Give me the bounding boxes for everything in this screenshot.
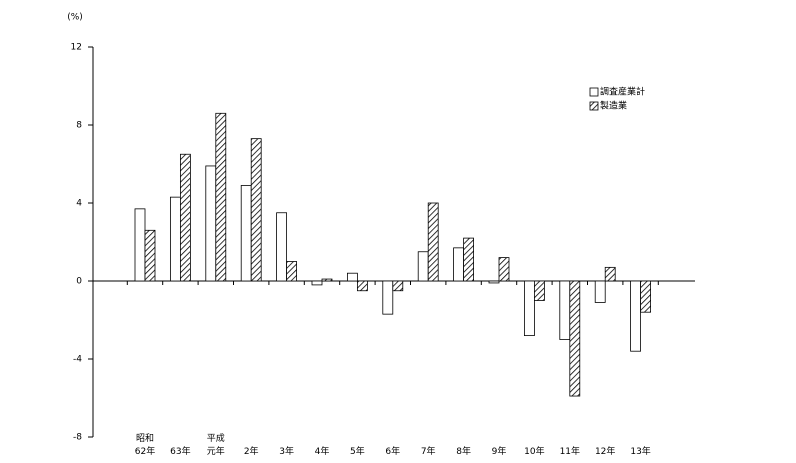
bar [559,280,571,340]
bar [630,280,641,352]
bar [134,208,146,282]
x-tick-label: 6年 [385,447,401,457]
legend-label: 製造業 [600,100,627,112]
y-tick-label: -4 [73,355,82,365]
y-tick-label: 12 [71,43,82,53]
bar [356,280,368,292]
x-tick-label: 3年 [279,447,294,457]
bar [311,280,323,286]
bar [286,261,298,282]
x-tick-label: 5年 [350,447,365,457]
legend-label: 調査産業計 [600,86,645,98]
bar [427,202,439,282]
y-tick-label: -8 [73,433,82,443]
x-tick-label: 10年 [524,447,545,457]
x-tick-label: 4年 [314,447,330,457]
bar [569,280,581,397]
bar [594,280,606,303]
bar [463,237,475,282]
y-tick-label: 4 [76,199,82,209]
y-tick-label: 8 [76,121,82,131]
bar [179,153,191,282]
bar [382,280,394,315]
x-tick-label: 11年 [559,447,581,457]
x-tick-label: 9年 [491,447,507,457]
x-tick-label: 13年 [630,447,651,457]
x-tick-label: 平成 元年 [206,434,225,457]
bar [453,247,465,282]
x-tick-label: 昭和 62年 [134,434,156,457]
bar [205,165,217,282]
bar [392,280,404,292]
bar [498,257,510,282]
bar [144,229,156,282]
bar [250,138,262,282]
bar [524,280,535,336]
x-tick-label: 63年 [170,447,191,457]
bar [321,278,333,282]
x-tick-label: 7年 [420,447,436,457]
x-tick-label: 12年 [594,447,616,457]
bar [169,196,181,282]
bar [604,266,616,282]
bar [640,280,651,313]
legend-swatch [589,101,599,111]
legend-swatch [589,87,599,97]
bar [534,280,545,301]
x-tick-label: 2年 [243,447,259,457]
bar [215,112,227,282]
x-tick-label: 8年 [456,447,471,457]
bar [346,272,358,282]
bar [240,185,252,282]
bar [417,251,429,282]
y-axis-label: (%) [67,13,83,23]
y-tick-label: 0 [76,277,82,287]
bar [488,280,500,284]
bar [276,212,288,282]
